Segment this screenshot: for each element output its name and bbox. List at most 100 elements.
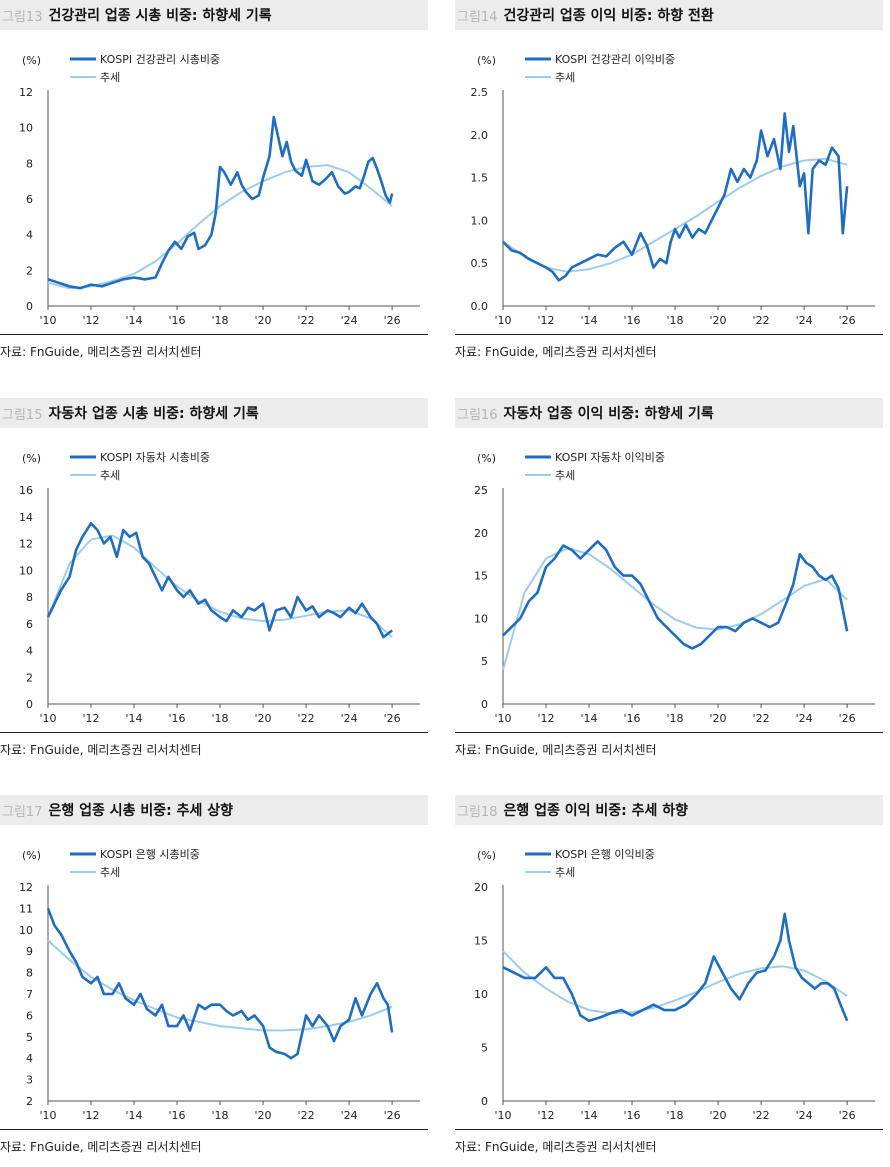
x-tick-label: '18 — [212, 1109, 229, 1122]
y-tick-label: 15 — [474, 935, 488, 948]
y-unit-label: (%) — [477, 54, 496, 67]
x-tick-label: '26 — [384, 314, 401, 327]
y-tick-label: 2 — [26, 264, 33, 277]
x-tick-label: '14 — [581, 314, 598, 327]
y-tick-label: 2 — [26, 1095, 33, 1108]
y-tick-label: 0 — [481, 1095, 488, 1108]
source-divider — [0, 1129, 428, 1130]
x-tick-label: '24 — [796, 712, 813, 725]
x-tick-label: '18 — [667, 314, 684, 327]
legend-label-trend: 추세 — [100, 469, 120, 482]
x-tick-label: '26 — [384, 1109, 401, 1122]
y-tick-label: 0 — [481, 698, 488, 711]
x-tick-label: '18 — [667, 1109, 684, 1122]
figure-title: 건강관리 업종 시총 비중: 하향세 기록 — [48, 8, 272, 24]
y-tick-label: 11 — [19, 902, 33, 915]
x-tick-label: '16 — [169, 314, 186, 327]
y-tick-label: 5 — [481, 655, 488, 668]
y-unit-label: (%) — [22, 849, 41, 862]
legend-label-trend: 추세 — [555, 866, 575, 879]
y-tick-label: 2.5 — [471, 86, 489, 99]
trend-line — [502, 157, 848, 273]
x-tick-label: '18 — [212, 712, 229, 725]
x-tick-label: '26 — [384, 712, 401, 725]
x-tick-label: '24 — [796, 1109, 813, 1122]
y-tick-label: 16 — [19, 484, 33, 497]
x-tick-label: '22 — [298, 314, 315, 327]
x-tick-label: '20 — [255, 712, 272, 725]
figure-title-bar: 그림18 은행 업종 이익 비중: 추세 하향 — [455, 795, 883, 825]
x-tick-label: '12 — [537, 712, 554, 725]
figure-number: 그림15 — [2, 407, 43, 423]
x-tick-label: '10 — [494, 1109, 511, 1122]
figure-title-bar: 그림16 자동차 업종 이익 비중: 하향세 기록 — [455, 398, 883, 428]
y-tick-label: 6 — [26, 193, 33, 206]
y-unit-label: (%) — [22, 452, 41, 465]
x-tick-label: '14 — [126, 1109, 143, 1122]
y-tick-label: 4 — [26, 229, 33, 242]
source-divider — [0, 334, 428, 335]
y-tick-label: 0.0 — [471, 300, 489, 313]
chart-panel-4: 그림17 은행 업종 시총 비중: 추세 상향 (%) KOSPI 은행 시총비중… — [0, 795, 428, 1154]
figure-number: 그림13 — [2, 9, 43, 25]
x-tick-label: '26 — [839, 1109, 856, 1122]
x-tick-label: '24 — [341, 1109, 358, 1122]
y-tick-label: 10 — [474, 612, 488, 625]
x-tick-label: '20 — [255, 314, 272, 327]
figure-title: 은행 업종 이익 비중: 추세 하향 — [503, 803, 688, 819]
source-divider — [455, 1129, 883, 1130]
x-tick-label: '16 — [169, 712, 186, 725]
series-line — [502, 112, 849, 282]
legend-label-actual: KOSPI 자동차 이익비중 — [555, 451, 665, 464]
x-tick-label: '10 — [39, 1109, 56, 1122]
x-tick-label: '12 — [82, 314, 99, 327]
x-tick-label: '16 — [624, 314, 641, 327]
x-tick-label: '18 — [667, 712, 684, 725]
chart-panel-1: 그림14 건강관리 업종 이익 비중: 하향 전환 (%) KOSPI 건강관리 … — [455, 0, 883, 359]
x-tick-label: '20 — [710, 712, 727, 725]
source-note: 자료: FnGuide, 메리츠증권 리서치센터 — [0, 743, 202, 757]
y-tick-label: 25 — [474, 484, 488, 497]
figure-number: 그림14 — [457, 9, 498, 25]
chart-panel-3: 그림16 자동차 업종 이익 비중: 하향세 기록 (%) KOSPI 자동차 이… — [455, 398, 883, 757]
y-tick-label: 8 — [26, 967, 33, 980]
trend-line — [502, 950, 848, 1015]
y-tick-label: 1.0 — [471, 214, 489, 227]
legend-label-actual: KOSPI 건강관리 이익비중 — [555, 53, 675, 66]
chart-panel-0: 그림13 건강관리 업종 시총 비중: 하향세 기록 (%) KOSPI 건강관리… — [0, 0, 428, 359]
source-note: 자료: FnGuide, 메리츠증권 리서치센터 — [455, 1140, 657, 1154]
figure-title: 자동차 업종 이익 비중: 하향세 기록 — [503, 406, 714, 422]
y-tick-label: 10 — [19, 924, 33, 937]
y-tick-label: 12 — [19, 86, 33, 99]
series-line — [47, 115, 394, 290]
x-tick-label: '24 — [341, 712, 358, 725]
x-tick-label: '26 — [839, 314, 856, 327]
y-tick-label: 15 — [474, 570, 488, 583]
figure-title: 자동차 업종 시총 비중: 하향세 기록 — [48, 406, 259, 422]
trend-line — [47, 164, 393, 290]
figure-title-bar: 그림14 건강관리 업종 이익 비중: 하향 전환 — [455, 0, 883, 30]
source-note: 자료: FnGuide, 메리츠증권 리서치센터 — [0, 345, 202, 359]
x-tick-label: '14 — [581, 712, 598, 725]
x-tick-label: '20 — [255, 1109, 272, 1122]
y-tick-label: 20 — [474, 527, 488, 540]
x-tick-label: '10 — [494, 712, 511, 725]
legend-label-trend: 추세 — [100, 866, 120, 879]
legend-label-actual: KOSPI 자동차 시총비중 — [100, 451, 210, 464]
x-tick-label: '22 — [298, 1109, 315, 1122]
figure-number: 그림16 — [457, 407, 498, 423]
y-tick-label: 1.5 — [471, 172, 489, 185]
figure-title: 은행 업종 시총 비중: 추세 상향 — [48, 803, 233, 819]
y-tick-label: 4 — [26, 645, 33, 658]
x-tick-label: '14 — [581, 1109, 598, 1122]
x-tick-label: '10 — [39, 712, 56, 725]
x-tick-label: '18 — [212, 314, 229, 327]
legend-label-actual: KOSPI 은행 시총비중 — [100, 848, 200, 861]
x-tick-label: '20 — [710, 314, 727, 327]
chart-panel-2: 그림15 자동차 업종 시총 비중: 하향세 기록 (%) KOSPI 자동차 시… — [0, 398, 428, 757]
y-unit-label: (%) — [22, 54, 41, 67]
chart-panel-5: 그림18 은행 업종 이익 비중: 추세 하향 (%) KOSPI 은행 이익비중… — [455, 795, 883, 1154]
